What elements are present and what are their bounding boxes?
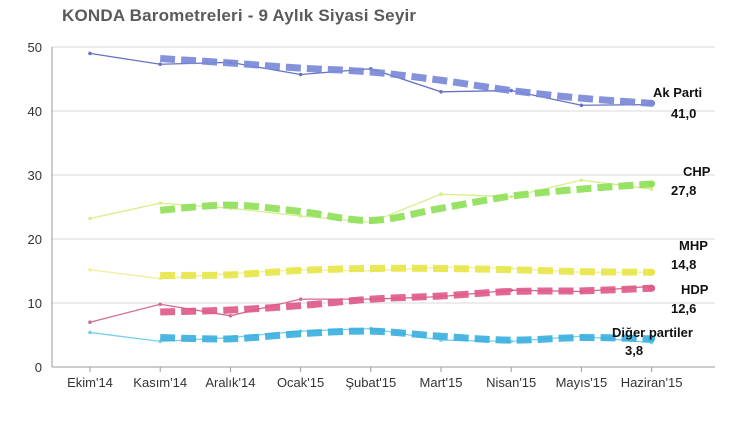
y-tick-label: 30	[28, 168, 42, 183]
data-point-chp	[579, 178, 584, 182]
x-tick-label: Nisan'15	[486, 375, 536, 390]
series-label-mhp: MHP	[679, 238, 708, 253]
data-point-ak-parti	[579, 103, 584, 108]
data-point-chp	[439, 192, 443, 196]
data-point-hdp	[228, 314, 233, 318]
x-tick-label: Mart'15	[420, 375, 463, 390]
series-value-ak-parti: 41,0	[671, 106, 696, 121]
series-label-chp: CHP	[683, 164, 711, 179]
data-point-ak-parti	[158, 62, 162, 67]
end-marker-ak-parti	[648, 99, 656, 107]
data-point-hdp	[158, 302, 162, 307]
end-marker-di-er-partiler	[648, 335, 656, 343]
data-point-chp	[88, 216, 92, 221]
series-value-chp: 27,8	[671, 183, 696, 198]
chart-title: KONDA Barometreleri - 9 Aylık Siyasi Sey…	[62, 6, 417, 25]
data-point-di-er-partiler	[88, 330, 92, 335]
series-value-mhp: 14,8	[671, 257, 696, 272]
y-axis-ticks: 0 10 20 30 40 50	[28, 40, 42, 375]
trend-line-chp	[159, 180, 652, 224]
data-point-chp	[509, 194, 513, 199]
x-tick-label: Mayıs'15	[556, 375, 608, 390]
data-point-hdp	[298, 297, 303, 301]
end-marker-mhp	[648, 268, 656, 276]
end-marker-hdp	[648, 284, 656, 292]
x-tick-label: Aralık'14	[205, 375, 255, 390]
data-point-chp	[649, 187, 654, 191]
data-point-chp	[158, 201, 162, 205]
series-label-di-er-partiler: Diğer partiler	[612, 325, 693, 340]
end-marker-chp	[648, 180, 656, 188]
series-label-hdp: HDP	[681, 282, 709, 297]
y-tick-label: 40	[28, 104, 42, 119]
series-value-hdp: 12,6	[671, 301, 696, 316]
data-point-chp	[298, 214, 303, 218]
x-axis-ticks: Ekim'14 Kasım'14 Aralık'14 Ocak'15 Şubat'15 M…	[67, 367, 682, 390]
trend-line-hdp	[160, 284, 652, 316]
y-tick-label: 20	[28, 232, 42, 247]
y-tick-label: 50	[28, 40, 42, 55]
series-labels: Ak Parti 41,0 CHP 27,8 MHP 14,8 HDP 12,6 Diğer p…	[612, 85, 711, 358]
data-point-mhp	[88, 267, 92, 272]
data-point-ak-parti	[439, 90, 443, 94]
series-group	[88, 51, 656, 345]
gridlines	[51, 46, 715, 368]
data-point-ak-parti	[298, 72, 303, 77]
x-tick-label: Kasım'14	[133, 375, 187, 390]
trend-line-ak-parti	[159, 55, 652, 107]
x-tick-label: Ekim'14	[67, 375, 113, 390]
x-tick-label: Şubat'15	[345, 375, 396, 390]
trend-line-di-er-partiler	[160, 327, 652, 344]
data-point-hdp	[88, 320, 92, 325]
y-tick-label: 0	[35, 360, 42, 375]
x-tick-label: Ocak'15	[277, 375, 324, 390]
trend-line-mhp	[160, 264, 652, 279]
series-value-di-er-partiler: 3,8	[625, 343, 643, 358]
y-tick-label: 10	[28, 296, 42, 311]
data-point-ak-parti	[509, 88, 513, 93]
data-point-ak-parti	[88, 51, 92, 56]
series-line-chp	[89, 179, 652, 224]
series-label-ak-parti: Ak Parti	[653, 85, 702, 100]
x-tick-label: Haziran'15	[621, 375, 683, 390]
